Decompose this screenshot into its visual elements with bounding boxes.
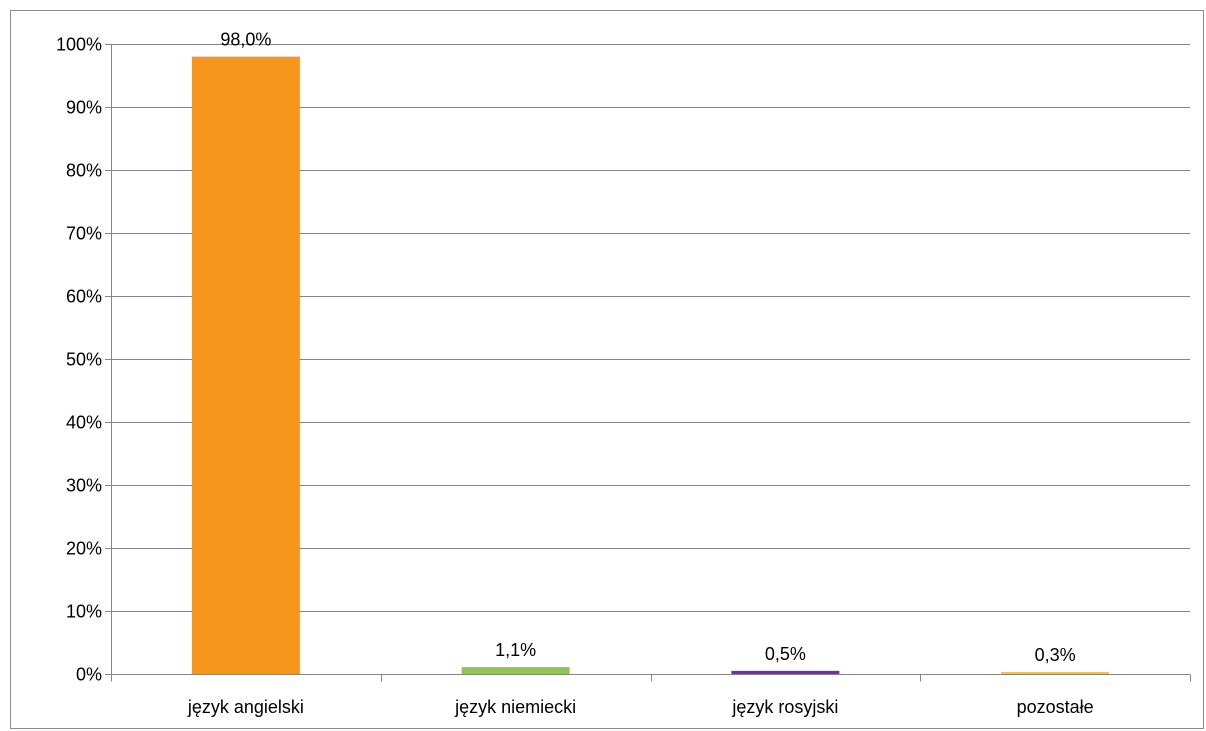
y-tick-label: 60% — [66, 287, 102, 307]
x-tick-label: pozostałe — [1017, 697, 1094, 717]
labels: 0% 10% 20% 30% 40% 50% 60% 70% 80% 90% 100% 98,0% ję… — [56, 30, 1094, 717]
bar — [1001, 672, 1110, 674]
y-tick-label: 70% — [66, 224, 102, 244]
y-tick-label: 90% — [66, 98, 102, 118]
data-label: 1,1% — [495, 640, 536, 660]
bars — [191, 56, 1110, 675]
y-tick-label: 80% — [66, 161, 102, 181]
y-tick-label: 0% — [76, 665, 102, 685]
bar — [191, 56, 300, 675]
data-label: 98,0% — [220, 30, 271, 50]
data-label: 0,3% — [1035, 645, 1076, 665]
y-tick-label: 20% — [66, 539, 102, 559]
y-tick-label: 40% — [66, 413, 102, 433]
y-tick-label: 10% — [66, 602, 102, 622]
data-label: 0,5% — [765, 644, 806, 664]
x-tick-label: język rosyjski — [731, 697, 838, 717]
bar — [731, 670, 840, 674]
y-tick-label: 100% — [56, 35, 102, 55]
axes — [105, 44, 1191, 682]
y-tick-label: 50% — [66, 350, 102, 370]
bar — [461, 667, 570, 674]
x-tick-label: język angielski — [187, 697, 304, 717]
x-tick-label: język niemiecki — [454, 697, 576, 717]
y-tick-label: 30% — [66, 476, 102, 496]
